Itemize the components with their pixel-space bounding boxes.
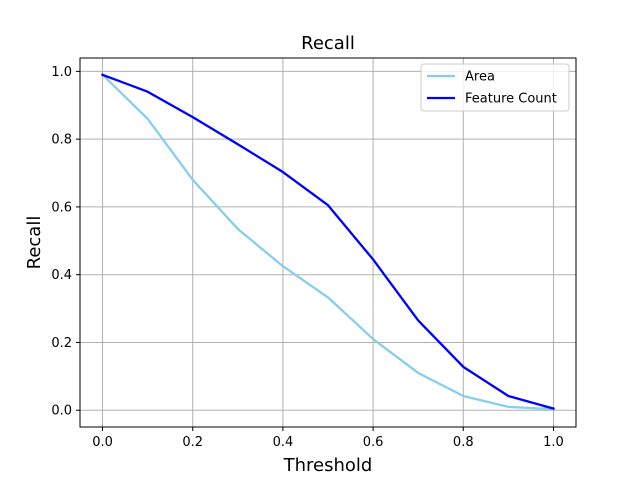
legend-label: Area (465, 70, 495, 85)
legend-label: Feature Count (465, 92, 557, 107)
x-tick-label: 0.4 (273, 435, 294, 450)
x-tick-label: 0.0 (92, 435, 113, 450)
legend-box (420, 63, 570, 112)
y-tick-label: 0.4 (51, 268, 72, 283)
legend: Area Feature Count (420, 63, 570, 112)
x-tick-label: 0.6 (363, 435, 384, 450)
y-tick-label: 0.0 (51, 404, 72, 419)
x-tick-label: 0.2 (182, 435, 203, 450)
x-axis-label: Threshold (283, 455, 373, 476)
series-line-area (100, 73, 555, 411)
chart-title: Recall (301, 33, 355, 54)
series-line-feature-count (101, 73, 555, 410)
series-lines (100, 73, 555, 411)
plot-frame (79, 57, 577, 428)
y-tick-label: 0.6 (51, 200, 72, 215)
y-tick-label: 0.2 (51, 336, 72, 351)
y-tick-label: 0.8 (51, 133, 72, 148)
x-tick-label: 0.8 (453, 435, 474, 450)
y-tick-label: 1.0 (51, 65, 72, 80)
y-axis-label: Recall (24, 216, 45, 270)
axis-ticks: 0.0 0.2 0.4 0.6 0.8 1.0 0.0 0.2 0.4 0.6 0.8 1.0 (51, 65, 563, 450)
x-tick-label: 1.0 (543, 435, 564, 450)
